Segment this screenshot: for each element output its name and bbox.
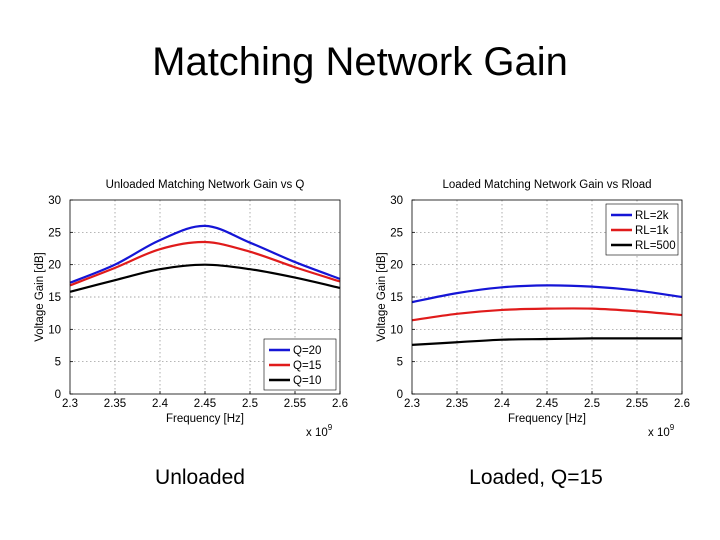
- unloaded-y-axis-label: Voltage Gain [dB]: [34, 252, 46, 342]
- unloaded-x-tick-label: 2.55: [284, 398, 306, 410]
- loaded-series-0-line: [411, 284, 683, 304]
- loaded-x-tick-label: 2.5: [584, 398, 600, 410]
- loaded-legend-label-2: RL=500: [635, 240, 676, 252]
- unloaded-y-tick-label: 15: [48, 292, 61, 304]
- unloaded-y-tick-label: 10: [48, 324, 61, 336]
- unloaded-title: Unloaded Matching Network Gain vs Q: [106, 179, 305, 191]
- loaded-x-multiplier: x 109: [648, 423, 675, 439]
- loaded-x-tick-label: 2.3: [404, 398, 420, 410]
- unloaded-y-tick-label: 0: [55, 389, 61, 401]
- loaded-y-tick-label: 15: [390, 292, 403, 304]
- slide-title: Matching Network Gain: [152, 40, 568, 84]
- loaded-x-tick-label: 2.45: [536, 398, 558, 410]
- unloaded-legend-label-0: Q=20: [293, 345, 321, 357]
- loaded-legend-label-0: RL=2k: [635, 210, 669, 222]
- unloaded-x-tick-label: 2.35: [104, 398, 126, 410]
- loaded-y-tick-label: 10: [390, 324, 403, 336]
- loaded-x-tick-label: 2.4: [494, 398, 511, 410]
- loaded-series-2-line: [411, 337, 682, 346]
- unloaded-x-axis-label: Frequency [Hz]: [166, 413, 244, 425]
- loaded-series-1-line: [411, 307, 683, 322]
- loaded-x-axis-label: Frequency [Hz]: [508, 413, 586, 425]
- caption-loaded: Loaded, Q=15: [469, 466, 603, 489]
- unloaded-series-0-line: [69, 224, 341, 284]
- caption-unloaded: Unloaded: [155, 466, 245, 489]
- unloaded-series-2-line: [69, 263, 341, 293]
- unloaded-x-tick-label: 2.3: [62, 398, 78, 410]
- loaded-y-tick-label: 25: [390, 227, 403, 239]
- loaded-x-tick-label: 2.35: [446, 398, 468, 410]
- loaded-x-tick-label: 2.55: [626, 398, 648, 410]
- loaded-legend-label-1: RL=1k: [635, 225, 669, 237]
- unloaded-x-tick-label: 2.6: [332, 398, 348, 410]
- unloaded-gain-chart: Unloaded Matching Network Gain vs Q 2.3 2.…: [34, 179, 348, 439]
- unloaded-y-tick-label: 5: [55, 357, 61, 369]
- loaded-y-axis-label: Voltage Gain [dB]: [376, 252, 388, 342]
- unloaded-x-tick-label: 2.5: [242, 398, 258, 410]
- loaded-y-tick-label: 5: [397, 357, 403, 369]
- loaded-y-tick-label: 20: [390, 260, 403, 272]
- unloaded-x-tick-label: 2.45: [194, 398, 216, 410]
- unloaded-legend-label-1: Q=15: [293, 360, 321, 372]
- loaded-y-tick-label: 30: [390, 195, 403, 207]
- loaded-x-tick-label: 2.6: [674, 398, 690, 410]
- unloaded-y-tick-label: 25: [48, 227, 61, 239]
- loaded-y-tick-label: 0: [397, 389, 403, 401]
- unloaded-y-tick-label: 30: [48, 195, 61, 207]
- unloaded-series-1-line: [69, 240, 341, 287]
- unloaded-legend-label-2: Q=10: [293, 375, 321, 387]
- loaded-gain-chart: Loaded Matching Network Gain vs Rload 2.3…: [376, 179, 690, 439]
- unloaded-x-tick-label: 2.4: [152, 398, 169, 410]
- unloaded-y-tick-label: 20: [48, 260, 61, 272]
- loaded-title: Loaded Matching Network Gain vs Rload: [442, 179, 651, 191]
- unloaded-x-multiplier: x 109: [306, 423, 333, 439]
